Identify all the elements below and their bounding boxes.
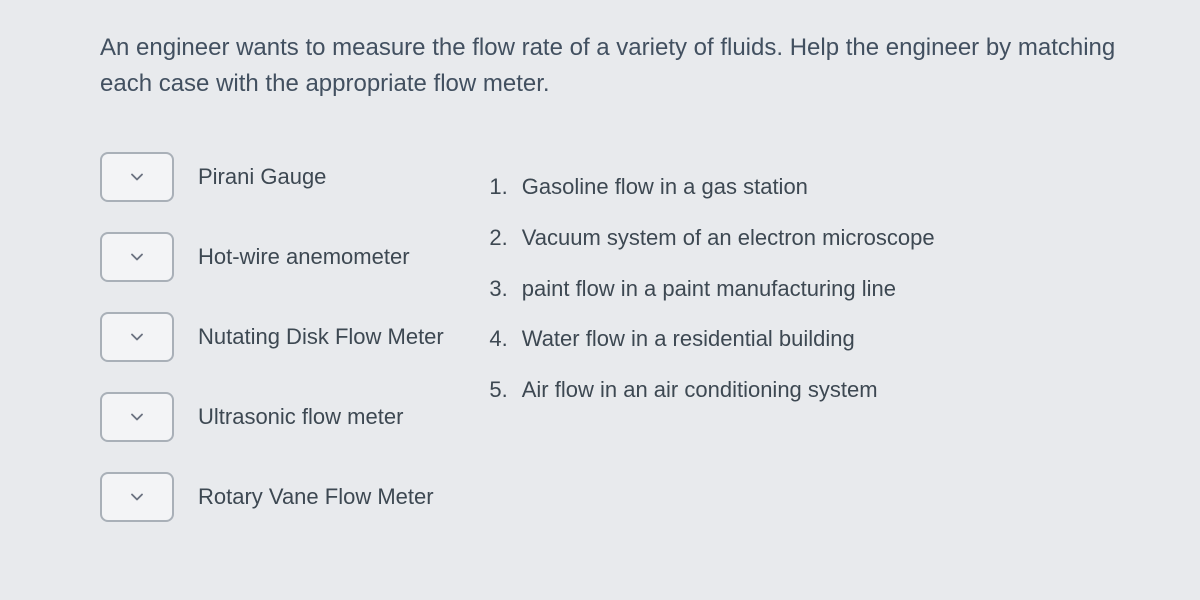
meter-dropdown-0[interactable]: [100, 152, 174, 202]
meter-dropdown-4[interactable]: [100, 472, 174, 522]
question-prompt: An engineer wants to measure the flow ra…: [100, 30, 1120, 102]
case-item: 3. paint flow in a paint manufacturing l…: [484, 274, 1120, 305]
meter-dropdown-3[interactable]: [100, 392, 174, 442]
meter-row: Ultrasonic flow meter: [100, 392, 444, 442]
case-item: 4. Water flow in a residential building: [484, 324, 1120, 355]
case-number: 3.: [484, 274, 508, 305]
meter-label: Pirani Gauge: [198, 164, 326, 190]
chevron-down-icon: [131, 491, 143, 503]
case-item: 5. Air flow in an air conditioning syste…: [484, 375, 1120, 406]
meter-label: Ultrasonic flow meter: [198, 404, 403, 430]
meter-row: Hot-wire anemometer: [100, 232, 444, 282]
meter-label: Rotary Vane Flow Meter: [198, 484, 434, 510]
meter-column: Pirani Gauge Hot-wire anemometer Nutatin…: [100, 152, 444, 522]
meter-row: Rotary Vane Flow Meter: [100, 472, 444, 522]
chevron-down-icon: [131, 251, 143, 263]
case-item: 1. Gasoline flow in a gas station: [484, 172, 1120, 203]
chevron-down-icon: [131, 171, 143, 183]
case-text: paint flow in a paint manufacturing line: [522, 274, 1120, 305]
case-item: 2. Vacuum system of an electron microsco…: [484, 223, 1120, 254]
meter-dropdown-1[interactable]: [100, 232, 174, 282]
case-number: 5.: [484, 375, 508, 406]
chevron-down-icon: [131, 331, 143, 343]
cases-column: 1. Gasoline flow in a gas station 2. Vac…: [484, 152, 1120, 522]
case-text: Water flow in a residential building: [522, 324, 1120, 355]
meter-row: Pirani Gauge: [100, 152, 444, 202]
meter-label: Nutating Disk Flow Meter: [198, 324, 444, 350]
meter-dropdown-2[interactable]: [100, 312, 174, 362]
case-number: 4.: [484, 324, 508, 355]
meter-row: Nutating Disk Flow Meter: [100, 312, 444, 362]
case-number: 1.: [484, 172, 508, 203]
chevron-down-icon: [131, 411, 143, 423]
matching-content: Pirani Gauge Hot-wire anemometer Nutatin…: [100, 152, 1120, 522]
case-text: Gasoline flow in a gas station: [522, 172, 1120, 203]
case-text: Vacuum system of an electron microscope: [522, 223, 1120, 254]
meter-label: Hot-wire anemometer: [198, 244, 410, 270]
case-number: 2.: [484, 223, 508, 254]
case-list: 1. Gasoline flow in a gas station 2. Vac…: [484, 172, 1120, 406]
case-text: Air flow in an air conditioning system: [522, 375, 1120, 406]
